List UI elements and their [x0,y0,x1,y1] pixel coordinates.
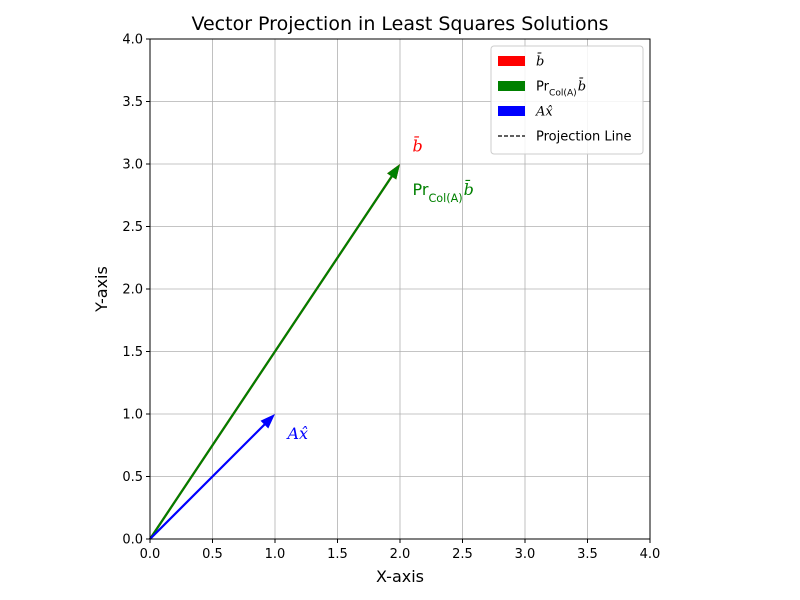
legend-swatch [498,106,525,116]
legend-swatch [498,81,525,91]
legend-item-b: b̄ [498,53,544,70]
legend: b̄ PrCol(A)b̄ Ax̂ Projection Line [490,45,644,155]
y-tick-label: 3.0 [122,158,143,173]
x-tick-label: 3.5 [577,547,598,562]
y-tick-label: 3.5 [122,95,143,110]
legend-swatch [498,56,525,66]
vector-proj-arrow [149,164,400,540]
y-tick-label: 1.0 [122,408,143,423]
vector-ax-arrow [149,414,275,540]
x-tick-label: 2.0 [390,547,411,562]
y-tick-label: 2.0 [122,283,143,298]
chart-title: Vector Projection in Least Squares Solut… [191,13,608,35]
annotation-proj: PrCol(A)b̄ [413,178,474,205]
vectors [149,164,400,540]
vector-ax [149,414,275,540]
x-tick-label: 0.5 [202,547,223,562]
x-tick-label: 1.0 [265,547,286,562]
annotations: b̄ PrCol(A)b̄ Ax̂ [286,134,474,443]
y-tick-label: 0.5 [122,470,143,485]
legend-label: Projection Line [536,130,632,145]
x-tick-label: 0.0 [140,547,161,562]
y-axis-label: Y-axis [92,266,111,313]
x-tick-label: 4.0 [640,547,661,562]
legend-label: PrCol(A)b̄ [536,78,586,99]
legend-item-proj: PrCol(A)b̄ [498,78,586,99]
x-tick-label: 2.5 [452,547,473,562]
legend-label: b̄ [536,53,544,70]
annotation-b: b̄ [413,134,423,155]
legend-item-ax: Ax̂ [498,105,553,120]
legend-box [490,45,644,155]
legend-item-projline: Projection Line [498,130,632,145]
axis-ticks: 0.0 0.5 1.0 1.5 2.0 2.5 3.0 3.5 4.0 0.0 0.5 1.0 1.5 2… [122,33,660,563]
x-tick-label: 3.0 [515,547,536,562]
x-axis-label: X-axis [376,567,424,586]
y-tick-label: 0.0 [122,533,143,548]
vector-proj [149,164,400,540]
x-tick-label: 1.5 [327,547,348,562]
legend-label: Ax̂ [535,105,553,120]
y-tick-label: 1.5 [122,345,143,360]
y-tick-label: 4.0 [122,33,143,48]
annotation-ax: Ax̂ [286,424,309,443]
y-tick-label: 2.5 [122,220,143,235]
